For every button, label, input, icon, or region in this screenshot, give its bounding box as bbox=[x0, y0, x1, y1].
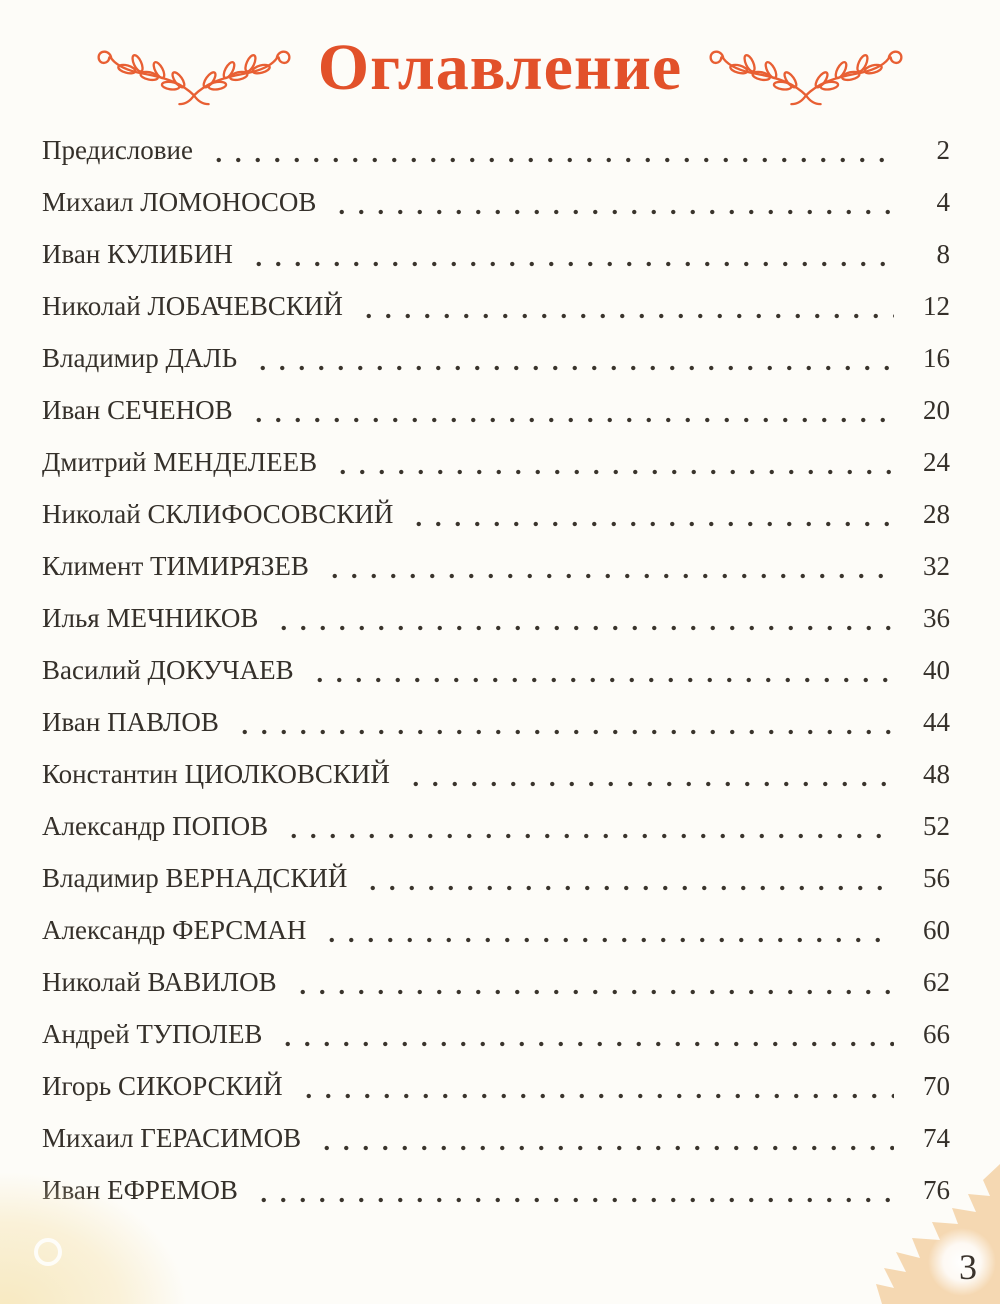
toc-entry-label: Александр ПОПОВ bbox=[42, 810, 269, 841]
toc-entry: Константин ЦИОЛКОВСКИЙ 48 bbox=[42, 748, 950, 800]
toc-leader-dots bbox=[274, 625, 894, 631]
toc-entry-page: 56 bbox=[923, 862, 950, 893]
toc-entry-page: 8 bbox=[936, 238, 951, 269]
toc-entry-page: 62 bbox=[923, 966, 950, 997]
toc-entry-label: Александр ФЕРСМАН bbox=[42, 914, 307, 945]
toc-entry: Илья МЕЧНИКОВ 36 bbox=[42, 592, 950, 644]
toc-entry: Иван КУЛИБИН 8 bbox=[42, 228, 950, 280]
folio-page-number: 3 bbox=[959, 1247, 977, 1287]
toc-entry-label: Иван КУЛИБИН bbox=[42, 238, 233, 269]
toc-leader-dots bbox=[234, 729, 894, 735]
toc-leader-dots bbox=[409, 521, 894, 527]
toc-entry-label: Предисловие bbox=[42, 134, 193, 165]
toc-entry: Климент ТИМИРЯЗЕВ 32 bbox=[42, 540, 950, 592]
toc-leader-dots bbox=[324, 573, 894, 579]
toc-leader-dots bbox=[363, 885, 894, 891]
page-title: Оглавление bbox=[317, 31, 683, 104]
toc-entry: Иван ЕФРЕМОВ 76 bbox=[42, 1164, 950, 1216]
toc-entry-page: 66 bbox=[923, 1018, 950, 1049]
toc-entry-label: Николай СКЛИФОСОВСКИЙ bbox=[42, 498, 394, 529]
toc-leader-dots bbox=[332, 209, 894, 215]
toc-entry-page: 20 bbox=[923, 394, 950, 425]
toc-leader-dots bbox=[248, 417, 894, 423]
toc-list: Предисловие 2 Михаил ЛОМОНОСОВ 4 Иван КУ… bbox=[42, 124, 950, 1216]
toc-entry-page: 60 bbox=[923, 914, 950, 945]
toc-entry: Николай ВАВИЛОВ 62 bbox=[42, 956, 950, 1008]
toc-leader-dots bbox=[292, 989, 894, 995]
toc-leader-dots bbox=[322, 937, 894, 943]
toc-entry-page: 4 bbox=[936, 186, 951, 217]
toc-entry: Иван СЕЧЕНОВ 20 bbox=[42, 384, 950, 436]
toc-entry: Андрей ТУПОЛЕВ 66 bbox=[42, 1008, 950, 1060]
toc-leader-dots bbox=[253, 1197, 894, 1203]
toc-entry-page: 2 bbox=[936, 134, 951, 165]
toc-entry-label: Василий ДОКУЧАЕВ bbox=[42, 654, 294, 685]
toc-entry: Иван ПАВЛОВ 44 bbox=[42, 696, 950, 748]
toc-leader-dots bbox=[317, 1145, 894, 1151]
toc-entry-page: 70 bbox=[923, 1070, 950, 1101]
toc-entry-label: Владимир ДАЛЬ bbox=[42, 342, 238, 373]
toc-leader-dots bbox=[284, 833, 894, 839]
toc-entry-label: Владимир ВЕРНАДСКИЙ bbox=[42, 862, 348, 893]
toc-leader-dots bbox=[253, 365, 894, 371]
toc-entry-label: Илья МЕЧНИКОВ bbox=[42, 602, 259, 633]
toc-entry-page: 76 bbox=[923, 1174, 950, 1205]
toc-entry-label: Дмитрий МЕНДЕЛЕЕВ bbox=[42, 446, 318, 477]
toc-leader-dots bbox=[248, 261, 894, 267]
toc-entry: Владимир ВЕРНАДСКИЙ 56 bbox=[42, 852, 950, 904]
toc-entry-page: 16 bbox=[923, 342, 950, 373]
toc-entry-page: 28 bbox=[923, 498, 950, 529]
toc-entry-label: Иван ЕФРЕМОВ bbox=[42, 1174, 238, 1205]
toc-entry: Михаил ГЕРАСИМОВ 74 bbox=[42, 1112, 950, 1164]
toc-entry-page: 40 bbox=[923, 654, 950, 685]
toc-leader-dots bbox=[208, 157, 894, 163]
toc-leader-dots bbox=[333, 469, 894, 475]
toc-entry: Николай ЛОБАЧЕВСКИЙ 12 bbox=[42, 280, 950, 332]
toc-entry: Михаил ЛОМОНОСОВ 4 bbox=[42, 176, 950, 228]
toc-entry-label: Иван ПАВЛОВ bbox=[42, 706, 219, 737]
toc-entry-label: Игорь СИКОРСКИЙ bbox=[42, 1070, 283, 1101]
toc-entry-label: Климент ТИМИРЯЗЕВ bbox=[42, 550, 309, 581]
toc-entry-label: Николай ВАВИЛОВ bbox=[42, 966, 277, 997]
toc-entry-page: 74 bbox=[923, 1122, 950, 1153]
toc-entry-page: 44 bbox=[923, 706, 950, 737]
toc-entry: Игорь СИКОРСКИЙ 70 bbox=[42, 1060, 950, 1112]
toc-leader-dots bbox=[358, 313, 894, 319]
toc-entry-label: Иван СЕЧЕНОВ bbox=[42, 394, 233, 425]
toc-entry-label: Константин ЦИОЛКОВСКИЙ bbox=[42, 758, 390, 789]
toc-entry-page: 52 bbox=[923, 810, 950, 841]
page-header: Оглавление bbox=[0, 18, 1000, 118]
toc-entry-label: Михаил ЛОМОНОСОВ bbox=[42, 186, 317, 217]
toc-entry-page: 32 bbox=[923, 550, 950, 581]
toc-entry: Владимир ДАЛЬ 16 bbox=[42, 332, 950, 384]
toc-leader-dots bbox=[405, 781, 894, 787]
toc-entry-page: 12 bbox=[923, 290, 950, 321]
toc-leader-dots bbox=[309, 677, 894, 683]
toc-entry-label: Николай ЛОБАЧЕВСКИЙ bbox=[42, 290, 343, 321]
vine-ornament-right-icon bbox=[709, 50, 903, 106]
toc-entry: Николай СКЛИФОСОВСКИЙ 28 bbox=[42, 488, 950, 540]
toc-entry-label: Андрей ТУПОЛЕВ bbox=[42, 1018, 263, 1049]
toc-entry-page: 24 bbox=[923, 446, 950, 477]
corner-ring-decoration bbox=[34, 1238, 62, 1266]
toc-entry: Предисловие 2 bbox=[42, 124, 950, 176]
toc-leader-dots bbox=[278, 1041, 894, 1047]
vine-ornament-left-icon bbox=[97, 50, 291, 106]
toc-entry-page: 48 bbox=[923, 758, 950, 789]
toc-entry: Александр ПОПОВ 52 bbox=[42, 800, 950, 852]
toc-entry: Александр ФЕРСМАН 60 bbox=[42, 904, 950, 956]
toc-entry: Василий ДОКУЧАЕВ 40 bbox=[42, 644, 950, 696]
toc-entry-page: 36 bbox=[923, 602, 950, 633]
toc-entry-label: Михаил ГЕРАСИМОВ bbox=[42, 1122, 302, 1153]
toc-leader-dots bbox=[298, 1093, 894, 1099]
toc-entry: Дмитрий МЕНДЕЛЕЕВ 24 bbox=[42, 436, 950, 488]
